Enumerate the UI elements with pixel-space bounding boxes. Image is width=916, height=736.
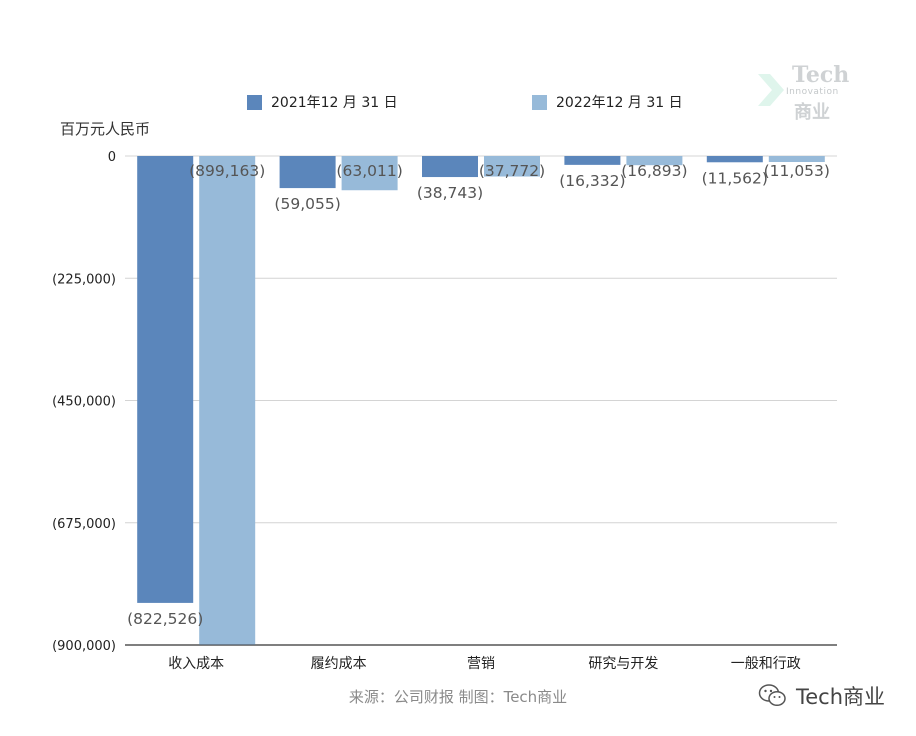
data-label: (16,332) (559, 172, 625, 190)
data-label: (38,743) (417, 184, 483, 202)
bar-series2 (199, 156, 256, 645)
y-tick-label: (450,000) (52, 395, 116, 410)
bar-series1 (137, 156, 194, 603)
y-axis-ticks: 0 (225,000) (450,000) (675,000) (900,000) (52, 150, 116, 654)
bar-series1 (564, 156, 621, 165)
y-tick-label: (900,000) (52, 639, 116, 654)
bar-series2 (768, 156, 825, 163)
legend-swatch-2021 (247, 94, 262, 110)
legend-label-2022: 2022年12 月 31 日 (556, 95, 683, 111)
bar-series1 (422, 156, 478, 178)
x-tick-label: 收入成本 (168, 656, 224, 672)
y-tick-label: (675,000) (52, 517, 116, 532)
source-caption: 来源：公司财报 制图：Tech商业 (348, 688, 568, 706)
x-tick-label: 研究与开发 (588, 656, 658, 672)
x-tick-label: 一般和行政 (731, 656, 801, 672)
wechat-icon (758, 684, 786, 707)
legend-swatch-2022 (532, 94, 547, 110)
y-tick-label: (225,000) (52, 272, 116, 287)
data-label: (822,526) (127, 610, 203, 628)
data-label: (37,772) (479, 162, 545, 180)
data-label: (16,893) (621, 162, 687, 180)
y-tick-label: 0 (108, 150, 116, 165)
data-label: (63,011) (336, 162, 402, 180)
bar-series2 (626, 156, 683, 166)
legend-label-2021: 2021年12 月 31 日 (271, 95, 398, 111)
bar-series2 (484, 156, 540, 177)
watermark-logo: Tech Innovation 商业 (752, 60, 857, 123)
legend-item-2021: 2021年12 月 31 日 (247, 92, 398, 112)
data-label: (11,053) (764, 162, 830, 180)
data-labels: (822,526) (899,163) (59,055) (63,011) (38,74… (127, 162, 830, 628)
x-tick-label: 履约成本 (311, 656, 367, 672)
data-label: (59,055) (274, 195, 340, 213)
footer-brand: Tech商业 (758, 680, 885, 712)
chevron-right-icon (758, 74, 784, 106)
watermark-line2: Innovation (786, 87, 839, 97)
legend-item-2022: 2022年12 月 31 日 (532, 92, 683, 112)
unit-label: 百万元人民币 (60, 120, 151, 138)
footer-brand-label: Tech商业 (796, 685, 886, 709)
bars (137, 156, 825, 645)
data-label: (11,562) (702, 169, 768, 187)
x-axis-ticks: 收入成本 履约成本 营销 研究与开发 一般和行政 (168, 656, 801, 672)
bar-series2 (341, 156, 398, 191)
watermark-line3: 商业 (794, 102, 830, 123)
data-label: (899,163) (189, 162, 265, 180)
bar-series1 (279, 156, 336, 189)
watermark-line1: Tech (792, 62, 850, 88)
bar-series1 (706, 156, 763, 163)
x-tick-label: 营销 (467, 656, 495, 672)
